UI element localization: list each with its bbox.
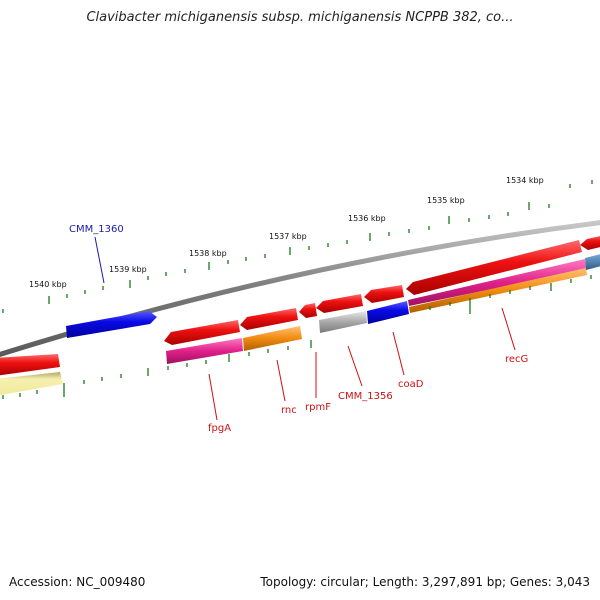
kbp-label-1535: 1535 kbp	[427, 196, 465, 205]
feature-magenta-recG	[408, 259, 586, 306]
gene-cds-coaD[interactable]	[364, 285, 404, 303]
kbp-label-1538: 1538 kbp	[189, 249, 227, 258]
label-leaders	[94, 236, 516, 421]
inner-tick-ring	[2, 275, 592, 399]
gene-cds-right-edge[interactable]	[580, 235, 600, 250]
gene-label-rnc: rnc	[281, 405, 297, 416]
feature-orange-recG	[409, 268, 587, 313]
feature-steel-blue-edge	[585, 254, 600, 270]
gene-cds-cmm-1356[interactable]	[316, 294, 363, 313]
feature-grey-cmm-1356	[319, 311, 367, 333]
gene-cds-rnc[interactable]	[240, 308, 298, 330]
gene-label-rpmF: rpmF	[305, 402, 331, 413]
feature-orange-rnc	[243, 326, 302, 351]
feature-blue-coaD	[367, 301, 409, 324]
kbp-label-1536: 1536 kbp	[348, 214, 386, 223]
gene-label-coaD: coaD	[398, 379, 424, 390]
gene-label-cmm-1356: CMM_1356	[338, 391, 393, 402]
accession-text: Accession: NC_009480	[9, 575, 146, 589]
gene-label-fpgA: fpgA	[208, 423, 231, 434]
gene-label-recG: recG	[505, 354, 528, 365]
outer-tick-ring	[2, 180, 593, 313]
gene-cds-rpmF[interactable]	[299, 303, 317, 318]
kbp-label-1534: 1534 kbp	[506, 176, 544, 185]
gene-cds-fpgA[interactable]	[164, 320, 240, 345]
gene-labels: CMM_1360 fpgA rnc rpmF CMM_1356 coaD rec…	[69, 224, 528, 434]
feature-pale-yellow	[0, 372, 63, 396]
kbp-label-1537: 1537 kbp	[269, 232, 307, 241]
gene-cds-recG[interactable]	[406, 240, 582, 295]
kbp-label-1540: 1540 kbp	[29, 280, 67, 289]
feature-magenta-fpgA	[166, 338, 243, 364]
gene-label-cmm-1360: CMM_1360	[69, 224, 124, 235]
gene-cds-left-edge[interactable]	[0, 354, 60, 376]
gene-cmm-1360[interactable]	[66, 311, 157, 338]
topology-text: Topology: circular; Length: 3,297,891 bp…	[260, 575, 590, 589]
kbp-labels: 1540 kbp 1539 kbp 1538 kbp 1537 kbp 1536…	[29, 176, 544, 289]
map-title: Clavibacter michiganensis subsp. michiga…	[86, 10, 514, 25]
kbp-label-1539: 1539 kbp	[109, 265, 147, 274]
